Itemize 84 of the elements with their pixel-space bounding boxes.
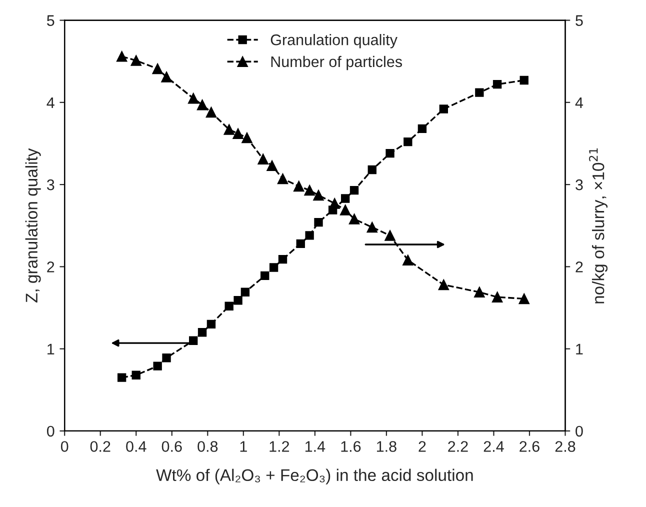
- point: [314, 218, 323, 227]
- point: [206, 106, 217, 118]
- point: [224, 302, 234, 310]
- point: [224, 124, 234, 135]
- x-tick-label: 1.2: [270, 441, 290, 452]
- point: [242, 132, 252, 144]
- point: [162, 354, 171, 362]
- point: [340, 194, 350, 203]
- point: [152, 63, 163, 74]
- point: [293, 180, 304, 192]
- point: [234, 296, 242, 305]
- point: [492, 80, 502, 89]
- x-tick-label: 1: [240, 441, 247, 452]
- point: [206, 320, 216, 329]
- x-tick-label: 2: [418, 441, 426, 452]
- point: [304, 184, 315, 196]
- x-tick-label: 2.4: [484, 441, 504, 452]
- x-tick-label: 0.8: [198, 441, 218, 452]
- point: [313, 190, 324, 201]
- y2-tick-label: 2: [576, 262, 583, 272]
- point: [305, 231, 314, 240]
- point: [329, 198, 340, 209]
- point: [438, 279, 450, 290]
- point: [340, 204, 351, 216]
- point: [130, 55, 142, 66]
- point: [402, 254, 414, 266]
- y-axis-title: Z, granulation quality: [25, 148, 41, 302]
- point: [277, 173, 288, 184]
- point: [386, 149, 394, 158]
- point: [258, 154, 268, 164]
- point: [350, 186, 359, 195]
- y2-tick-label: 0: [576, 426, 583, 437]
- y-tick-label: 5: [46, 15, 54, 26]
- point: [368, 165, 376, 174]
- y2-tick-label: 1: [576, 344, 583, 354]
- x-tick-label: 1.4: [305, 441, 326, 452]
- x-tick-label: 0: [60, 441, 68, 452]
- y-tick-label: 0: [46, 426, 54, 437]
- point: [189, 336, 198, 345]
- y-tick-label: 2: [47, 262, 54, 272]
- y2-tick-label: 3: [576, 179, 583, 190]
- point: [260, 271, 270, 280]
- point: [492, 292, 503, 302]
- point: [404, 138, 412, 146]
- point: [161, 72, 172, 82]
- point: [132, 370, 140, 380]
- point: [475, 88, 484, 97]
- point: [116, 51, 128, 62]
- legend-label: Number of particles: [271, 56, 402, 70]
- point: [232, 128, 244, 140]
- legend-label: Granulation quality: [270, 34, 398, 48]
- x-tick-label: 2.8: [555, 441, 576, 452]
- point: [269, 263, 278, 272]
- x-tick-label: 0.6: [162, 441, 182, 452]
- y2-tick-label: 4: [575, 97, 584, 108]
- point: [296, 239, 305, 248]
- point: [196, 99, 208, 110]
- point: [439, 104, 448, 114]
- x-tick-label: 1.8: [376, 441, 396, 452]
- x-tick-label: 0.2: [90, 441, 110, 452]
- y2-axis-title: no/kg of slurry, ×10$^{21}$: [589, 148, 608, 304]
- x-axis-title: Wt% of (Al₂O₃ + Fe₂O₃) in the acid solution: [156, 468, 473, 484]
- point: [278, 254, 288, 264]
- point: [518, 293, 530, 304]
- point: [188, 92, 199, 104]
- x-tick-label: 0.4: [126, 441, 146, 452]
- point: [348, 214, 360, 224]
- point: [520, 76, 528, 85]
- y-tick-label: 1: [48, 344, 54, 354]
- point: [266, 160, 278, 172]
- point: [117, 373, 126, 382]
- point: [198, 328, 207, 337]
- x-tick-label: 2.2: [448, 441, 468, 452]
- x-tick-label: 2.6: [520, 441, 540, 452]
- point: [240, 288, 250, 296]
- point: [418, 124, 427, 134]
- point: [474, 286, 485, 298]
- x-tick-label: 1.6: [341, 441, 361, 452]
- point: [384, 230, 396, 241]
- y2-tick-label: 5: [576, 15, 583, 26]
- y-tick-label: 4: [46, 97, 54, 108]
- point: [153, 362, 162, 370]
- point: [366, 222, 378, 233]
- y-tick-label: 3: [46, 179, 54, 190]
